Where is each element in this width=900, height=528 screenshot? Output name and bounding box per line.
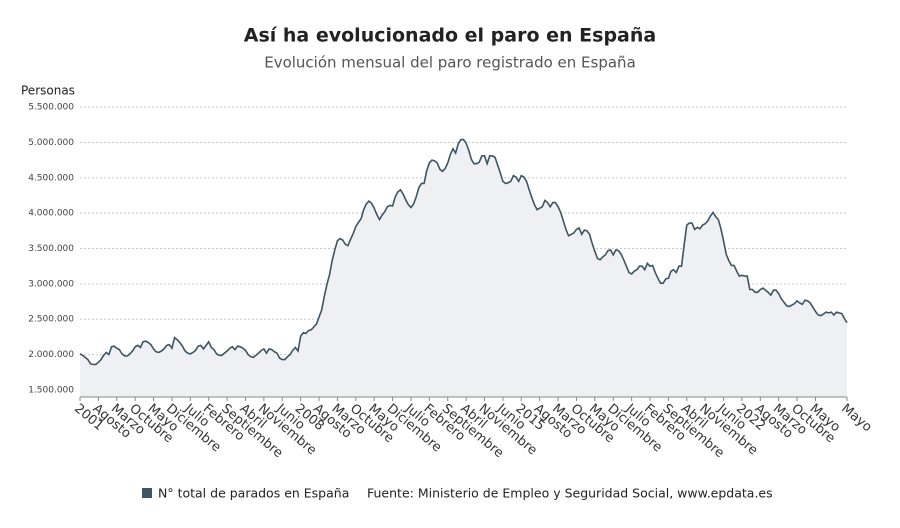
area [80, 139, 847, 397]
y-tick-label: 3.000.000 [28, 279, 74, 289]
chart-subtitle: Evolución mensual del paro registrado en… [264, 54, 636, 72]
legend-label: N° total de parados en España [158, 486, 349, 501]
x-tick-label: Mayo [838, 401, 874, 435]
legend-swatch [142, 488, 152, 498]
source: Fuente: Ministerio de Empleo y Seguridad… [367, 486, 773, 501]
chart-title: Así ha evolucionado el paro en España [244, 25, 656, 47]
y-tick-label: 1.500.000 [28, 385, 74, 395]
y-tick-label: 4.000.000 [28, 209, 74, 219]
y-tick-label: 5.000.000 [28, 138, 74, 148]
line [79, 138, 848, 366]
y-tick-label: 2.000.000 [28, 350, 74, 360]
y-tick-label: 4.500.000 [28, 173, 74, 183]
y-tick-label: 5.500.000 [28, 103, 74, 113]
y-axis-label: Personas [21, 84, 75, 98]
y-tick-label: 3.500.000 [28, 244, 74, 254]
y-tick-label: 2.500.000 [28, 315, 74, 325]
